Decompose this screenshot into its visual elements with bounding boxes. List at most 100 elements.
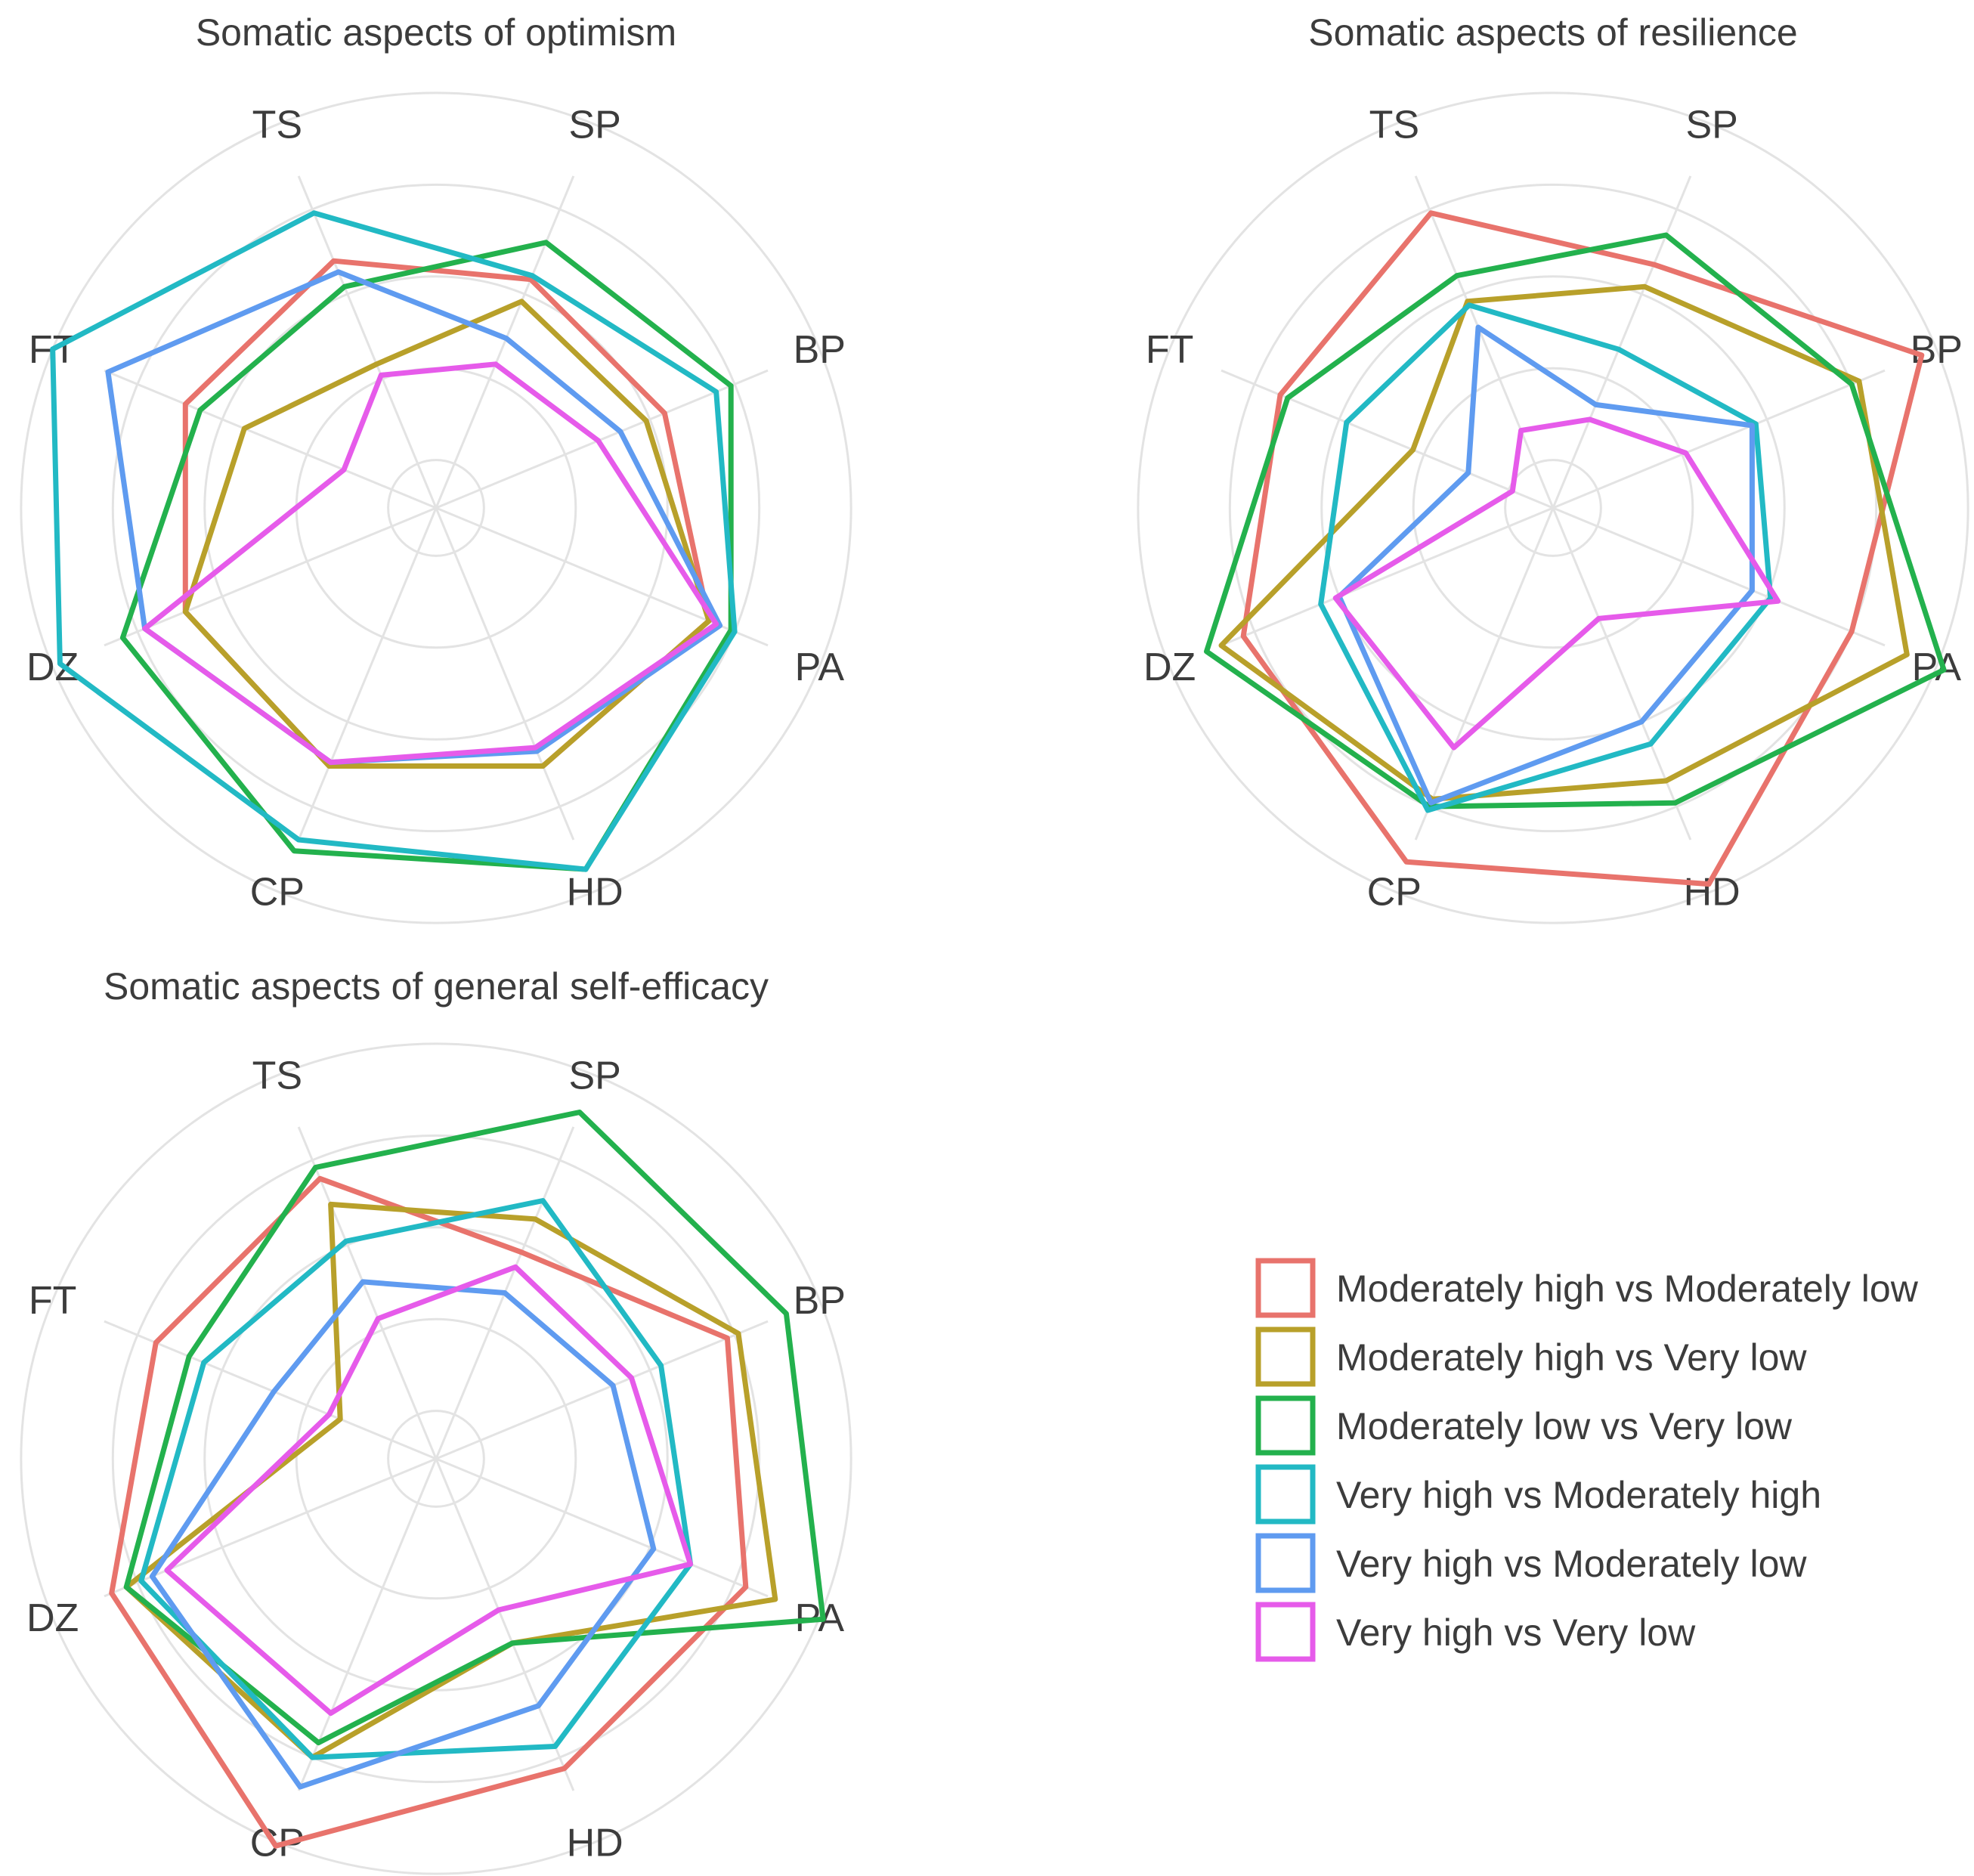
chart-title: Somatic aspects of resilience [1308, 11, 1798, 54]
axis-label-ft: FT [1146, 328, 1194, 372]
chart-title: Somatic aspects of general self-efficacy [104, 965, 769, 1008]
grid-ring [1228, 183, 1878, 833]
grid-spoke [1221, 506, 1554, 647]
grid-ring [203, 1226, 669, 1692]
grid-ring [111, 1134, 761, 1784]
legend-swatch [1255, 1602, 1316, 1662]
grid-ring [387, 459, 485, 557]
axis-label-sp: SP [568, 1054, 620, 1098]
grid-spoke [435, 369, 769, 509]
series-polygon [1336, 324, 1755, 806]
grid-ring [387, 1410, 485, 1508]
axis-label-cp: CP [1367, 870, 1422, 914]
series-polygon [138, 1198, 694, 1760]
series-polygon [1204, 232, 1947, 810]
grid-spoke [1414, 175, 1555, 509]
series-polygon [1332, 416, 1781, 751]
grid-ring [1504, 459, 1602, 557]
radar-grid [1137, 91, 1969, 924]
grid-spoke [435, 507, 575, 840]
legend-item: Very high vs Moderately low [1255, 1533, 1807, 1593]
grid-spoke [104, 506, 437, 647]
radar-chart-resilience: Somatic aspects of resilience SPBPPAHDCP… [1137, 11, 1969, 924]
grid-spoke [297, 1458, 438, 1791]
axis-label-sp: SP [1685, 104, 1737, 147]
series-polygon [123, 1110, 826, 1746]
radar-grid [20, 91, 852, 924]
grid-ring [111, 183, 761, 833]
grid-spoke [297, 175, 438, 509]
grid-ring [20, 91, 852, 924]
grid-ring [20, 1042, 852, 1875]
grid-ring [1137, 91, 1969, 924]
series-polygon [109, 1175, 749, 1849]
grid-spoke [297, 1126, 438, 1460]
grid-spoke [104, 369, 437, 509]
grid-ring [1320, 275, 1786, 741]
chart-title: Somatic aspects of optimism [196, 11, 676, 54]
series-lines [109, 1110, 826, 1849]
legend-item: Very high vs Very low [1255, 1602, 1696, 1662]
axis-label-ts: TS [252, 104, 302, 147]
series-polygon [142, 361, 719, 766]
axis-label-dz: DZ [1143, 645, 1196, 689]
grid-spoke [435, 1458, 575, 1791]
series-polygon [1318, 302, 1774, 813]
grid-spoke [1552, 506, 1886, 647]
series-polygon [1218, 283, 1910, 802]
legend-label: Moderately high vs Very low [1336, 1336, 1807, 1379]
grid-spoke [1552, 507, 1692, 840]
grid-spoke [104, 1457, 437, 1598]
legend-label: Moderately high vs Moderately low [1336, 1268, 1919, 1310]
grid-spoke [1552, 369, 1886, 509]
axis-label-hd: HD [567, 870, 623, 914]
axis-label-bp: BP [794, 1279, 846, 1323]
series-polygon [182, 299, 712, 769]
legend-item: Moderately high vs Moderately low [1255, 1258, 1919, 1318]
legend-swatch [1255, 1258, 1316, 1318]
grid-spoke [435, 1320, 769, 1460]
legend: Moderately high vs Moderately low Modera… [1255, 1258, 1919, 1662]
grid-spoke [1221, 369, 1554, 509]
radar-grid [20, 1042, 852, 1875]
grid-spoke [1414, 507, 1555, 840]
axis-label-hd: HD [567, 1821, 623, 1865]
radar-chart-optimism: Somatic aspects of optimism SP BP PA HD CP DZ… [20, 11, 852, 924]
grid-ring [1412, 367, 1694, 649]
radar-chart-self-efficacy: Somatic aspects of general self-efficacy… [20, 965, 852, 1875]
grid-spoke [435, 1457, 769, 1598]
series-polygon [164, 1264, 694, 1717]
axis-label-ts: TS [252, 1054, 302, 1098]
legend-label: Moderately low vs Very low [1336, 1405, 1793, 1447]
series-lines [50, 210, 738, 872]
grid-spoke [104, 1320, 437, 1460]
legend-label: Very high vs Very low [1336, 1611, 1696, 1654]
axis-label-sp: SP [568, 104, 620, 147]
legend-label: Very high vs Moderately low [1336, 1543, 1807, 1585]
grid-spoke [1552, 175, 1692, 509]
series-lines [1204, 210, 1947, 887]
legend-swatch [1255, 1464, 1316, 1525]
axis-label-dz: DZ [26, 1596, 79, 1640]
legend-item: Very high vs Moderately high [1255, 1464, 1821, 1525]
series-polygon [50, 210, 738, 872]
axis-label-cp: CP [250, 870, 305, 914]
legend-item: Moderately low vs Very low [1255, 1395, 1793, 1456]
grid-ring [295, 1317, 577, 1600]
axis-label-bp: BP [794, 328, 846, 372]
grid-ring [203, 275, 669, 741]
legend-item: Moderately high vs Very low [1255, 1327, 1807, 1387]
axis-label-pa: PA [795, 645, 845, 689]
axis-label-dz: DZ [26, 645, 79, 689]
legend-swatch [1255, 1327, 1316, 1387]
series-polygon [149, 1279, 657, 1790]
axis-label-ft: FT [29, 1279, 77, 1323]
axis-label-ts: TS [1369, 104, 1419, 147]
legend-swatch [1255, 1533, 1316, 1593]
legend-label: Very high vs Moderately high [1336, 1474, 1821, 1516]
grid-spoke [297, 507, 438, 840]
